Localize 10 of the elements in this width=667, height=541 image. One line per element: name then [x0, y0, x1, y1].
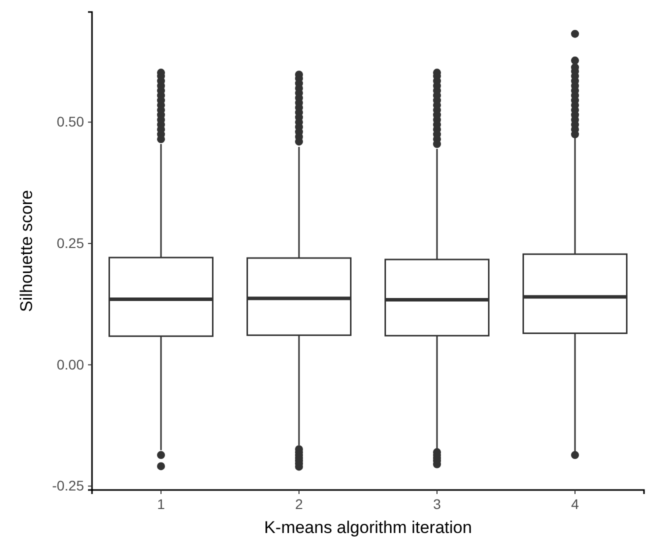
x-tick-label: 2: [295, 496, 304, 512]
x-tick-label: 1: [157, 496, 166, 512]
x-axis-title: K-means algorithm iteration: [264, 518, 472, 537]
y-tick-label: -0.25: [52, 478, 84, 494]
y-tick-label: 0.00: [56, 356, 84, 372]
y-tick-label: 0.25: [56, 234, 84, 251]
x-tick-label: 4: [571, 496, 580, 512]
y-axis-title: Silhouette score: [17, 190, 36, 312]
y-tick-label: 0.50: [56, 114, 84, 130]
x-tick-label: 3: [433, 496, 442, 512]
